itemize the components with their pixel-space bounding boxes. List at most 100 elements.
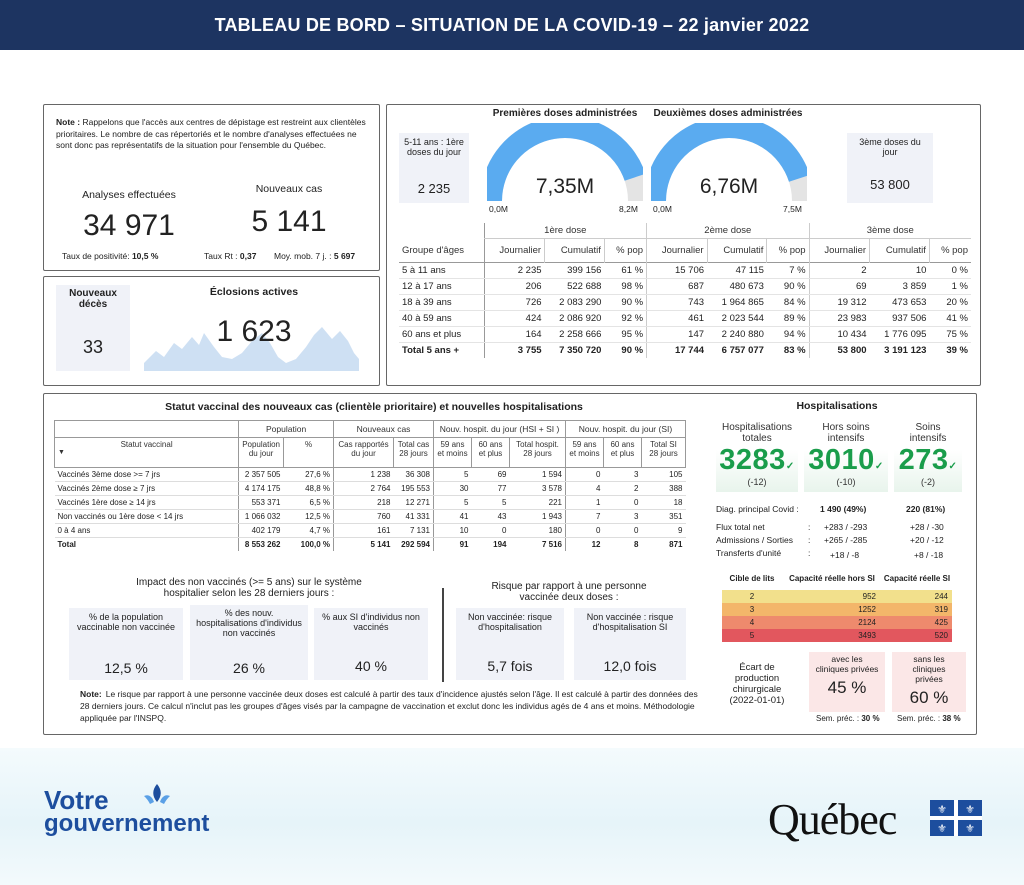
table-cell: 92 % (604, 310, 647, 327)
fleur-de-lis-icon (144, 784, 170, 804)
gauge1-value: 7,35M (535, 175, 595, 198)
deaths-outbreaks-panel: Nouveaux décès 33 Éclosions actives 1 62… (43, 276, 380, 386)
table-cell: 2 258 666 (544, 326, 605, 343)
svg-text:⚜: ⚜ (965, 803, 975, 816)
risk-card-2-value: 12,0 fois (603, 658, 657, 674)
table-cell: 3 191 123 (884, 344, 927, 356)
hosp-card-nonicu: Hors soins intensifs 3010✓ (-10) (804, 422, 888, 492)
trend-icon: ✓ (948, 461, 958, 472)
surgery-without-card: sans les cliniques privées 60 % (892, 652, 966, 712)
capacity-row: 3 1252 319 (722, 603, 952, 616)
svg-text:⚜: ⚜ (937, 822, 947, 835)
status-group-header-row: Population Nouveaux cas Nouv. hospit. du… (53, 420, 686, 438)
table-cell: 12 271 (393, 495, 434, 510)
table-cell: 7 131 (393, 523, 434, 538)
table-cell: 1 % (929, 278, 971, 295)
table-row: 0 à 4 ans 402 179 4,7 % 161 7 131 10 0 180 0 0 9 (54, 523, 686, 538)
table-row: Non vaccinés ou 1ère dose < 14 jrs 1 066 … (54, 509, 686, 524)
impact-card-1-label: % de la population vaccinable non vaccin… (76, 612, 176, 632)
table-cell: 687 (646, 278, 708, 295)
row-label: Non vaccinés ou 1ère dose < 14 jrs (54, 509, 239, 524)
capacity-hors-si: 952 (862, 592, 876, 601)
outbreaks-value: 1 623 (216, 315, 292, 348)
table-cell: 461 (646, 310, 708, 327)
capacity-si: 425 (934, 618, 948, 627)
table-row: 12 à 17 ans 206 522 688 98 % 687 480 673 90 % 6… (399, 278, 971, 295)
risk-note: Note: Le risque par rapport à une personn… (80, 689, 698, 723)
table-cell: 180 (509, 523, 566, 538)
table-cell: 473 653 (869, 294, 930, 311)
table-cell: 91 (433, 537, 472, 551)
table-cell: 161 (333, 523, 394, 538)
kids-doses-value: 2 235 (417, 181, 451, 196)
table-cell: 522 688 (544, 278, 605, 295)
group-hospit-si: Nouv. hospit. du jour (SI) (565, 420, 686, 438)
transfers-row: Transferts d'unité: +18 / -8 +8 / -18 (716, 548, 944, 560)
surgery-without-prev: Sem. préc. : 38 % (897, 714, 961, 723)
gauge2-value: 6,76M (699, 175, 759, 198)
table-cell: 15 706 (646, 262, 708, 279)
col-si60: 60 ans et plus (603, 437, 642, 468)
page-title: TABLEAU DE BORD – SITUATION DE LA COVID-… (214, 14, 810, 35)
table-cell: 1 594 (509, 467, 566, 482)
table-cell: 5 (433, 467, 472, 482)
col-cumul-1: Cumulatif (544, 238, 605, 262)
table-cell: 10 434 (808, 326, 870, 343)
col-daily-1: Journalier (483, 238, 545, 262)
hosp-total-delta: (-12) (747, 477, 767, 487)
impact-card-2-value: 26 % (233, 660, 265, 676)
table-cell: 1 238 (333, 467, 394, 482)
table-cell: 75 % (929, 326, 971, 343)
new-cases-label: Nouveaux cas (255, 183, 323, 195)
dose3-group-header: 3ème dose (808, 223, 971, 239)
table-cell: 18 (641, 495, 686, 510)
risk-card-2: Non vaccinée : risque d'hospitalisation … (574, 608, 686, 680)
third-doses-card: 3ème doses du jour 53 800 (847, 133, 933, 203)
col-cumul-3: Cumulatif (869, 238, 930, 262)
col-si59: 59 ans et moins (565, 437, 604, 468)
table-cell: 388 (641, 481, 686, 496)
table-cell: 69 (808, 278, 870, 295)
tests-panel: Note : Rappelons que l'accès aux centres… (43, 104, 380, 271)
access-note: Note : Rappelons que l'accès aux centres… (56, 117, 366, 150)
deaths-value: 33 (82, 337, 104, 357)
col-age-group: Groupe d'âges (402, 244, 465, 256)
outbreaks-label: Éclosions actives (209, 286, 299, 298)
hosp-card-icu: Soins intensifs 273✓ (-2) (894, 422, 962, 492)
table-cell: 10 (869, 262, 930, 279)
table-cell: 17 744 (646, 342, 708, 358)
sort-down-icon[interactable]: ▼ (58, 449, 65, 456)
col-h59: 59 ans et moins (433, 437, 472, 468)
col-sitotal: Total SI 28 jours (641, 437, 686, 468)
analyses-value: 34 971 (83, 209, 175, 242)
table-cell: 41 % (929, 310, 971, 327)
hosp-details: Diag. principal Covid : 1 490 (49%) 220 … (716, 504, 966, 561)
status-table-wrap: Population Nouveaux cas Nouv. hospit. du… (53, 420, 686, 551)
gauge2-min: 0,0M (653, 204, 672, 214)
dose2-group-header: 2ème dose (646, 223, 810, 239)
table-cell: 7 350 720 (559, 344, 602, 356)
diag-row: Diag. principal Covid : 1 490 (49%) 220 … (716, 504, 946, 514)
table-cell: 2 (603, 481, 642, 496)
svg-text:⚜: ⚜ (937, 803, 947, 816)
capacity-level: 2 (749, 592, 755, 601)
table-cell: 10 (433, 523, 472, 538)
table-cell: 0 (471, 523, 510, 538)
col-h60: 60 ans et plus (471, 437, 510, 468)
table-cell: 7 (565, 509, 604, 524)
doses-group-header-row: 1ère dose 2ème dose 3ème dose (399, 223, 971, 239)
table-cell: 5 (433, 495, 472, 510)
capacity-si: 244 (934, 592, 948, 601)
table-cell: 1 943 (509, 509, 566, 524)
deaths-card: Nouveaux décès 33 (56, 285, 130, 371)
table-cell: 20 % (929, 294, 971, 311)
third-doses-value: 53 800 (870, 177, 910, 192)
table-cell: 12,5 % (283, 509, 334, 524)
gauge2-title: Deuxièmes doses administrées (653, 108, 803, 119)
status-table: Population Nouveaux cas Nouv. hospit. du… (53, 420, 686, 551)
row-label: Vaccinés 3ème dose >= 7 jrs (54, 467, 239, 482)
table-cell: 3 578 (509, 481, 566, 496)
table-cell: 2 764 (333, 481, 394, 496)
col-cumul-2: Cumulatif (706, 238, 767, 262)
table-cell: 98 % (604, 278, 647, 295)
